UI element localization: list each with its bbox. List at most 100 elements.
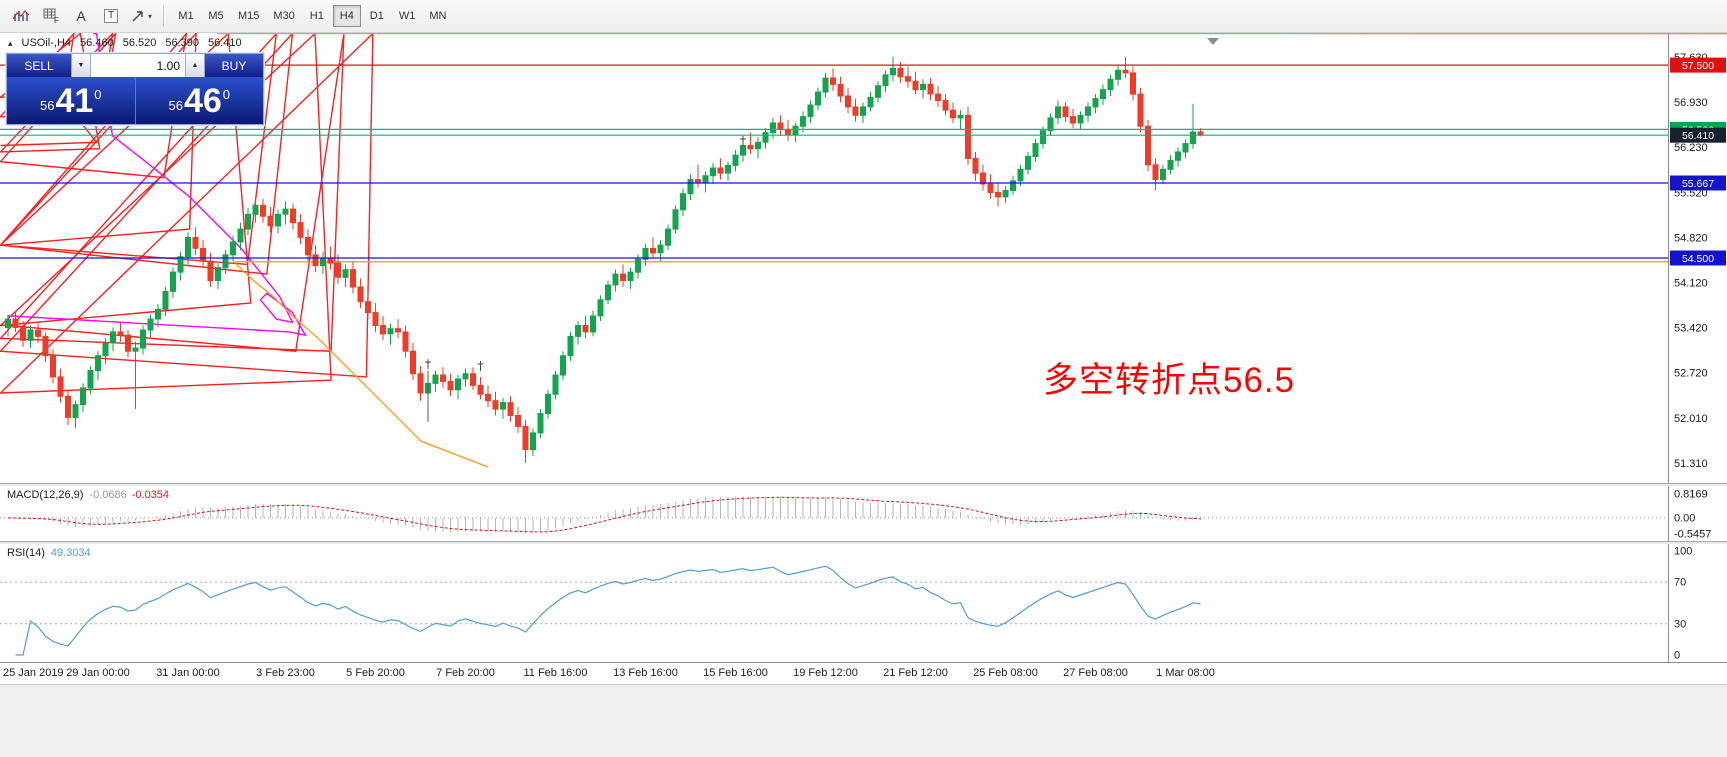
time-axis-label: 19 Feb 12:00 [793,667,858,679]
symbol-period-label: USOil-,H4 [21,37,72,49]
svg-text:57.500: 57.500 [1682,60,1714,72]
toolbar: F A T ▾ M1 M5 M15 M30 H1 H4 D1 W1 MN [0,0,1727,33]
price-tick-label: 52.720 [1674,367,1708,379]
macd-signal-line [7,496,1201,533]
macd-axis-label: 0.00 [1674,512,1695,524]
rsi-axis-label: 30 [1674,618,1686,630]
tab-timeframe-M1[interactable]: M1 [172,5,200,27]
panel-divider[interactable] [0,541,1727,544]
rsi-axis-label: 0 [1674,650,1680,662]
timeframe-button-group: M1 M5 M15 M30 H1 H4 D1 W1 MN [171,5,453,27]
ask-price-pipette: 0 [222,87,231,102]
price-badge: 55.667 [1670,175,1726,191]
candles-layer [5,56,1204,464]
macd-signal-value: -0.0354 [131,489,170,501]
svg-text:55.667: 55.667 [1682,178,1714,190]
collapse-trade-panel-icon[interactable]: ▴ [8,37,13,48]
time-axis-label: 13 Feb 16:00 [613,667,678,679]
arrow-tools-button[interactable]: ▾ [127,3,155,29]
volume-dropdown-button[interactable]: ▼ [71,54,91,77]
time-axis-label: 5 Feb 20:00 [346,667,405,679]
time-axis-label: 3 Feb 23:00 [256,667,315,679]
text-a-icon: A [76,8,86,24]
svg-text:56.410: 56.410 [1682,130,1714,142]
macd-axis-label: 0.8169 [1674,488,1708,500]
time-axis-label: 27 Feb 08:00 [1063,667,1128,679]
ask-price-display[interactable]: 56 46 0 [134,77,264,124]
tab-timeframe-MN[interactable]: MN [423,5,452,27]
ma-mid-magenta [7,33,307,337]
time-axis-label: 21 Feb 12:00 [883,667,948,679]
chevron-down-icon: ▾ [147,11,152,21]
text-label-tool-button[interactable]: T [97,3,125,29]
time-axis-label: 25 Jan 2019 [3,667,64,679]
volume-input[interactable] [91,54,185,77]
macd-axis-label: -0.5457 [1674,528,1711,540]
rsi-value: 49.3034 [50,547,91,559]
macd-title: MACD(12,26,9) [7,489,84,501]
rsi-title: RSI(14) [7,547,45,559]
price-badge: 56.410 [1670,127,1726,143]
price-tick-label: 51.310 [1674,458,1708,470]
ohlc-close: 56.410 [208,37,242,49]
ohlc-open: 56.460 [80,37,114,49]
bottom-strip [0,684,1727,757]
bid-price-pipette: 0 [94,87,102,102]
indicators-tool-button[interactable] [7,3,35,29]
chart-ohlc-header: ▴ USOil-,H4 56.460 56.520 56.390 56.410 [8,37,242,49]
rsi-axis-label: 70 [1674,577,1686,589]
panel-divider[interactable] [0,483,1727,486]
one-click-trading-panel: SELL ▼ ▲ BUY 56 41 0 56 46 0 [6,53,264,125]
price-tick-label: 56.230 [1674,142,1708,154]
rsi-axis-label: 100 [1674,546,1692,558]
price-badge: 54.500 [1670,250,1726,266]
chart-shift-marker-icon[interactable] [1207,38,1219,45]
time-axis-label: 25 Feb 08:00 [973,667,1038,679]
rsi-indicator-panel[interactable]: 100 70 30 0 [0,544,1727,662]
time-axis[interactable]: 25 Jan 2019 29 Jan 00:00 31 Jan 00:00 3 Feb… [0,662,1727,684]
time-axis-label: 29 Jan 00:00 [66,667,130,679]
rsi-label: RSI(14) 49.3034 [7,547,91,559]
ma-slow-orange [217,34,1727,467]
main-chart[interactable]: 57.63056.93056.23055.52054.82054.12053.4… [0,33,1727,483]
cross-marker-object[interactable] [477,361,484,371]
tab-timeframe-M5[interactable]: M5 [202,5,230,27]
bid-price-display[interactable]: 56 41 0 [7,77,135,124]
bid-price-int: 56 [39,98,55,113]
time-axis-label: 7 Feb 20:00 [436,667,495,679]
tab-timeframe-H1[interactable]: H1 [303,5,331,27]
price-tick-label: 54.820 [1674,232,1708,244]
tab-timeframe-D1[interactable]: D1 [363,5,391,27]
time-axis-label: 11 Feb 16:00 [523,667,588,679]
time-axis-label: 15 Feb 16:00 [703,667,768,679]
tab-timeframe-M30[interactable]: M30 [267,5,300,27]
volume-up-button[interactable]: ▲ [185,54,205,77]
ohlc-high: 56.520 [122,37,157,49]
text-tool-button[interactable]: A [67,3,95,29]
tab-timeframe-H4[interactable]: H4 [332,5,361,27]
ask-price-pips: 46 [183,81,222,120]
tab-timeframe-M15[interactable]: M15 [232,5,265,27]
grid-profile-tool-button[interactable]: F [37,3,65,29]
macd-value: -0.0686 [89,489,127,501]
tab-timeframe-W1[interactable]: W1 [393,5,422,27]
cross-marker-object[interactable] [740,136,746,146]
price-tick-label: 56.930 [1674,97,1708,109]
price-tick-label: 52.010 [1674,413,1708,425]
label-t-icon: T [103,9,119,23]
svg-text:54.500: 54.500 [1682,253,1714,265]
grid-f-icon: F [43,8,59,24]
chart-bars-icon [12,10,30,21]
price-tick-label: 54.120 [1674,277,1708,289]
main-chart-panel: 57.63056.93056.23055.52054.82054.12053.4… [0,33,1727,483]
sell-button[interactable]: SELL [7,54,71,77]
buy-button[interactable]: BUY [205,54,263,77]
cross-marker-object[interactable] [425,359,431,370]
arrow-icon [132,11,143,22]
macd-indicator-panel[interactable]: 0.8169 0.00 -0.5457 [0,486,1727,541]
time-axis-label: 1 Mar 08:00 [1156,667,1215,679]
price-tick-label: 53.420 [1674,322,1708,334]
toolbar-separator [163,5,164,27]
ohlc-low: 56.390 [165,37,200,49]
macd-label: MACD(12,26,9) -0.0686 -0.0354 [7,489,169,501]
